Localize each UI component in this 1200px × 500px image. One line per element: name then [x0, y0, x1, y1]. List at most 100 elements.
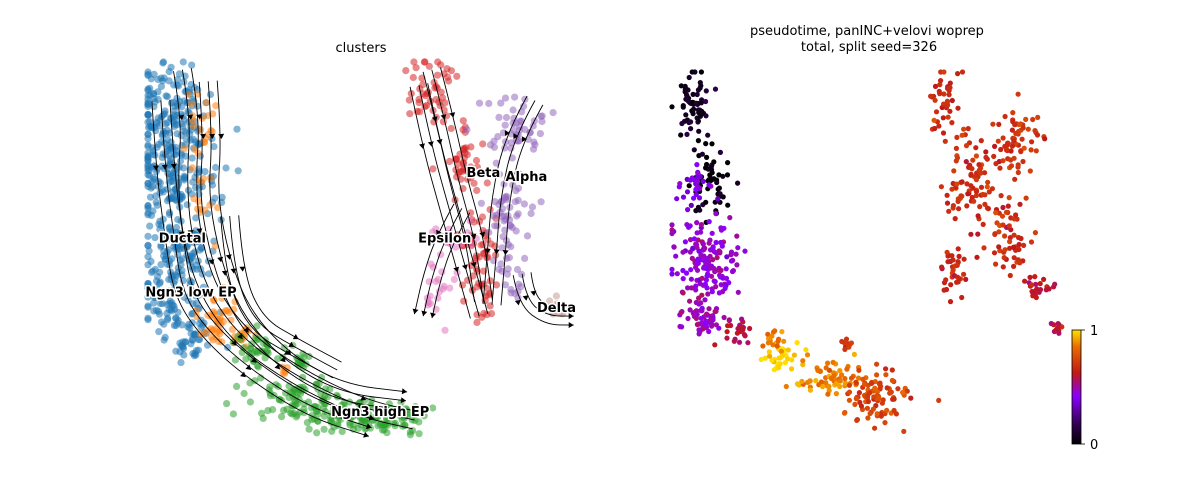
- cell-point: [520, 102, 528, 110]
- cell-point: [202, 99, 210, 107]
- cell-point: [932, 83, 939, 89]
- cell-point: [703, 165, 709, 171]
- cell-point: [727, 215, 733, 221]
- cell-point: [1041, 276, 1047, 282]
- cell-point: [174, 76, 182, 84]
- cell-point: [158, 290, 166, 298]
- cell-point: [513, 212, 521, 220]
- stream-arrowhead: [208, 259, 215, 265]
- cell-point: [1001, 255, 1007, 261]
- cell-point: [1020, 125, 1026, 131]
- cell-point: [669, 230, 675, 237]
- cell-point: [156, 278, 164, 286]
- cell-point: [817, 368, 823, 374]
- cell-point: [724, 172, 731, 178]
- cell-point: [982, 201, 988, 207]
- cell-point: [190, 122, 198, 130]
- cell-point: [473, 311, 481, 319]
- cell-point: [735, 180, 741, 186]
- cell-point: [507, 144, 515, 152]
- cell-point: [194, 346, 202, 354]
- cell-point: [283, 405, 291, 413]
- cell-point: [195, 231, 203, 239]
- cell-point: [175, 70, 183, 78]
- cell-point: [844, 366, 850, 372]
- cell-point: [880, 397, 886, 403]
- stream-arrowhead: [243, 326, 249, 333]
- cell-point: [696, 128, 702, 134]
- cell-point: [686, 224, 692, 230]
- streamline: [422, 208, 463, 317]
- cell-point: [851, 351, 858, 357]
- cell-point: [172, 314, 180, 322]
- clusters-title: clusters: [336, 41, 387, 56]
- cell-point: [246, 398, 254, 406]
- cell-point: [308, 415, 316, 424]
- cell-point: [700, 256, 706, 262]
- cell-point: [1006, 223, 1012, 229]
- cell-point: [687, 177, 694, 183]
- cell-point: [1007, 235, 1013, 241]
- cell-point: [165, 208, 174, 217]
- cell-point: [804, 352, 811, 358]
- cell-point: [281, 367, 289, 375]
- cell-point: [932, 97, 938, 103]
- cell-point: [1043, 287, 1049, 293]
- cell-point: [501, 94, 510, 102]
- cell-point: [173, 100, 182, 108]
- cell-point: [698, 315, 704, 321]
- cell-point: [197, 126, 205, 134]
- cell-point: [945, 114, 951, 120]
- stream-arrowhead: [239, 266, 246, 272]
- cell-point: [947, 299, 954, 305]
- cell-point: [1021, 242, 1027, 248]
- cell-point: [854, 417, 861, 423]
- stream-arrowhead: [436, 229, 442, 236]
- cell-point: [705, 132, 711, 138]
- cell-point: [1010, 110, 1016, 116]
- cell-point: [475, 217, 484, 225]
- cell-point: [180, 145, 188, 153]
- cell-point: [473, 318, 481, 326]
- cell-point: [708, 164, 714, 170]
- cell-point: [947, 108, 953, 114]
- cell-point: [172, 272, 180, 280]
- cell-point: [846, 382, 853, 388]
- cell-point: [479, 140, 487, 148]
- colorbar: 1 0: [1071, 324, 1098, 453]
- colorbar-gradient: [1071, 329, 1082, 445]
- cell-point: [901, 428, 907, 434]
- cluster-label-epsilon: Epsilon: [418, 232, 471, 247]
- stream-arrowhead: [357, 403, 363, 410]
- cell-point: [785, 347, 791, 353]
- cell-point: [949, 97, 955, 104]
- cell-point: [1005, 203, 1011, 209]
- cell-point: [454, 160, 462, 168]
- cell-point: [453, 269, 461, 277]
- cell-point: [231, 356, 239, 364]
- cell-point: [830, 359, 836, 365]
- stream-arrowhead: [412, 308, 419, 315]
- cell-point: [156, 217, 164, 225]
- cell-point: [950, 257, 956, 263]
- cell-point: [1028, 147, 1034, 153]
- cell-point: [938, 78, 944, 84]
- cell-point: [1009, 143, 1016, 149]
- cell-point: [975, 231, 981, 237]
- cell-point: [706, 306, 712, 312]
- cell-point: [495, 265, 503, 273]
- cell-point: [1027, 168, 1033, 174]
- cell-point: [1051, 284, 1057, 290]
- cell-point: [693, 283, 699, 289]
- cell-point: [146, 91, 154, 99]
- cell-point: [172, 143, 180, 151]
- stream-arrowhead: [421, 310, 428, 317]
- cell-point: [472, 156, 481, 165]
- cell-point: [961, 271, 967, 277]
- cell-point: [704, 154, 710, 160]
- streamline: [422, 71, 475, 302]
- cell-point: [700, 326, 706, 332]
- cell-point: [552, 292, 561, 300]
- cell-point: [497, 99, 505, 107]
- cell-point: [707, 172, 713, 178]
